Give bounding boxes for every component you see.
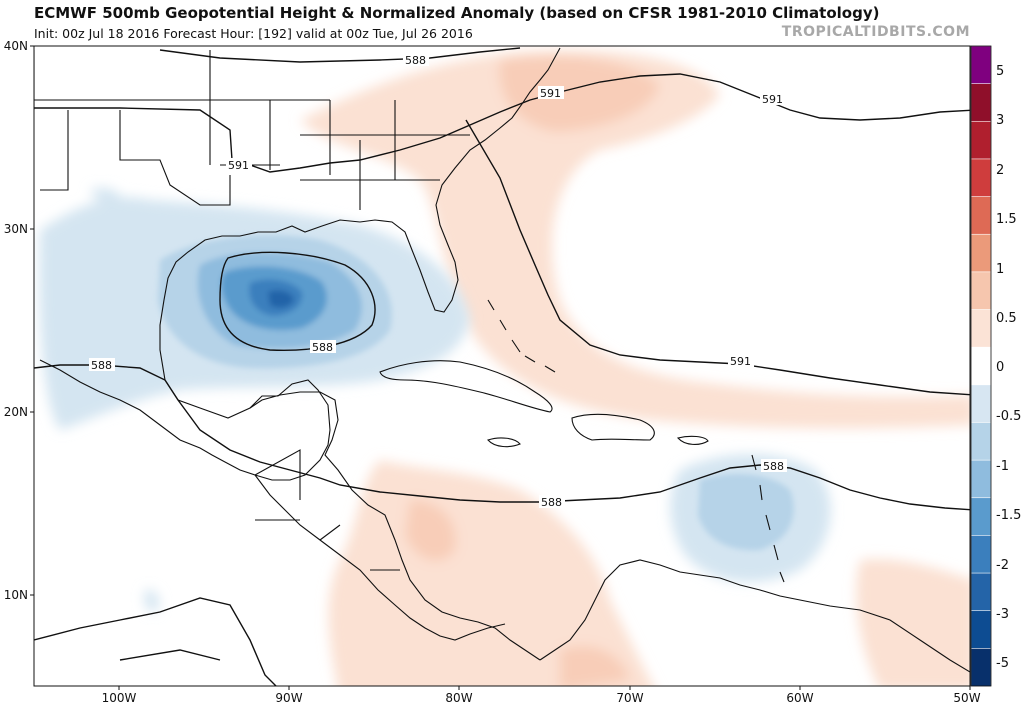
svg-text:2: 2 [996,163,1004,178]
lat-label: 40N [4,39,28,53]
lat-label: 10N [4,588,28,602]
longitude-axis: 100W 90W 80W 70W 60W 50W [102,686,981,705]
lon-label: 100W [102,691,137,705]
svg-text:-1.5: -1.5 [996,508,1021,523]
colorbar-frame [970,45,992,687]
colorbar [970,45,992,687]
svg-text:1.5: 1.5 [996,212,1017,227]
colorbar-segment [970,459,992,499]
lon-label: 70W [616,691,643,705]
svg-text:1: 1 [996,262,1004,277]
svg-text:0: 0 [996,360,1004,375]
colorbar-segment [970,535,992,574]
coastlines [34,47,970,673]
svg-text:588: 588 [541,496,562,509]
svg-text:588: 588 [312,341,333,354]
svg-text:0.5: 0.5 [996,311,1017,326]
svg-text:588: 588 [405,54,426,67]
colorbar-segment [970,196,992,236]
contour-588 [34,47,970,686]
lon-label: 90W [275,691,302,705]
map-title: ECMWF 500mb Geopotential Height & Normal… [34,4,880,22]
colorbar-segment [970,422,992,461]
svg-text:591: 591 [540,87,561,100]
svg-text:588: 588 [91,359,112,372]
lon-label: 50W [953,691,980,705]
latitude-axis: 40N 30N 20N 10N [4,39,34,602]
map-frame [33,45,971,687]
colorbar-segment [970,346,992,386]
colorbar-segment [970,271,992,311]
lat-label: 20N [4,405,28,419]
svg-text:3: 3 [996,113,1004,128]
colorbar-segment [970,120,992,160]
brand-watermark: TROPICALTIDBITS.COM [781,24,970,40]
svg-text:5: 5 [996,64,1004,79]
svg-text:-5: -5 [996,656,1009,671]
colorbar-segment [970,83,992,123]
colorbar-segment [970,384,992,424]
positive-anomaly-shading [300,50,970,686]
colorbar-segment [970,309,992,348]
colorbar-segment [970,497,992,537]
map-subtitle: Init: 00z Jul 18 2016 Forecast Hour: [19… [34,26,473,41]
svg-text:588: 588 [763,460,784,473]
contour-labels: 588 591 591 591 588 588 588 591 588 [89,53,787,509]
colorbar-segment [970,610,992,650]
svg-text:-1: -1 [996,459,1009,474]
colorbar-segment [970,233,992,273]
lon-label: 60W [786,691,813,705]
svg-text:-3: -3 [996,607,1009,622]
lon-label: 80W [445,691,472,705]
colorbar-segment [970,572,992,612]
svg-text:591: 591 [730,355,751,368]
colorbar-segment [970,45,992,85]
svg-text:-2: -2 [996,558,1009,573]
colorbar-segment [970,158,992,198]
svg-text:-0.5: -0.5 [996,409,1021,424]
colorbar-segment [970,648,992,687]
colorbar-labels: 5 3 2 1.5 1 0.5 0 -0.5 -1 -1.5 -2 -3 -5 [996,64,1021,671]
svg-text:591: 591 [762,93,783,106]
lat-label: 30N [4,222,28,236]
svg-text:591: 591 [228,159,249,172]
